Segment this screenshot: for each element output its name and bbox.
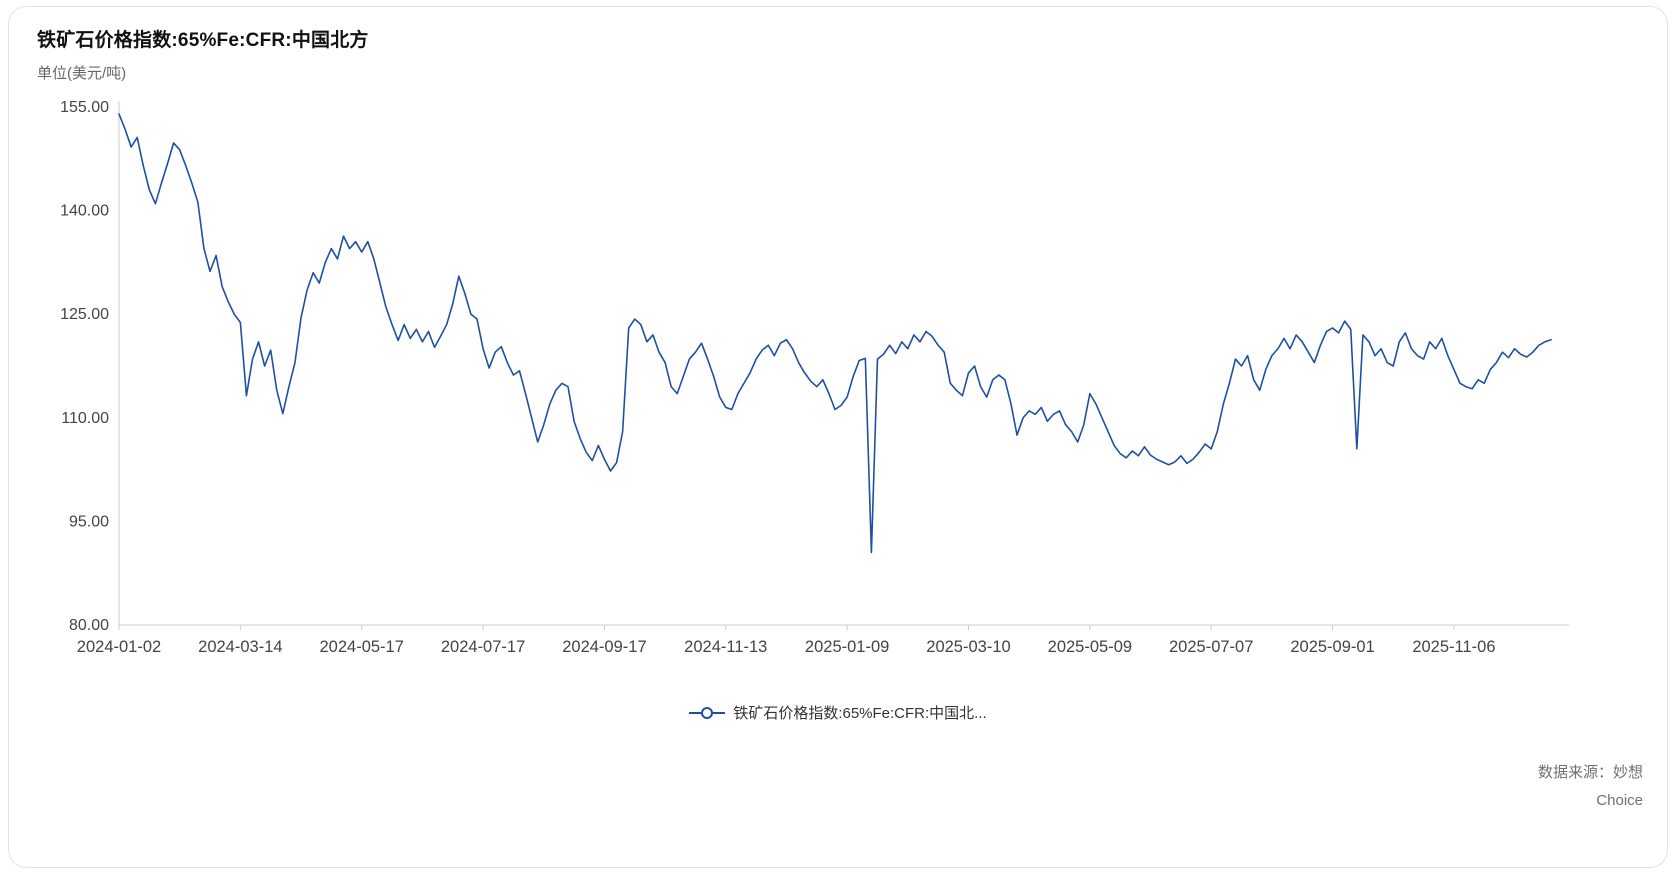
x-axis-tick-label: 2025-09-01 [1290,638,1374,656]
x-axis-tick-label: 2024-05-17 [320,638,404,656]
data-source-line2: Choice [1596,792,1643,809]
legend[interactable]: 铁矿石价格指数:65%Fe:CFR:中国北... [31,702,1645,723]
y-axis-tick-label: 80.00 [69,617,109,634]
x-axis-tick-label: 2025-07-07 [1169,638,1253,656]
y-axis-tick-label: 125.00 [60,306,109,323]
price-line-chart[interactable]: 155.00 140.00 125.00 110.00 95.00 80.00 2024-0… [31,85,1643,671]
price-series-line [118,113,1552,554]
legend-marker [689,706,726,719]
x-axis-tick-label: 2024-09-17 [562,638,646,656]
y-axis-tick-label: 110.00 [61,410,109,427]
x-axis-tick-label: 2024-11-13 [684,638,767,656]
x-axis-tick-label: 2024-03-14 [198,638,282,656]
x-axis-tick-label: 2025-03-10 [926,638,1010,656]
y-axis-tick-label: 140.00 [60,203,109,220]
chart-card: 铁矿石价格指数:65%Fe:CFR:中国北方 单位(美元/吨) 155.00 14… [8,6,1668,868]
data-source: 数据来源：妙想 Choice [1538,759,1643,815]
x-axis-tick-label: 2025-01-09 [805,638,889,656]
y-axis-tick-label: 95.00 [69,513,109,530]
y-axis-tick-label: 155.00 [60,99,109,116]
x-axis-tick-label: 2025-05-09 [1048,638,1132,656]
page-title: 铁矿石价格指数:65%Fe:CFR:中国北方 [37,30,369,51]
x-axis-tick-label: 2025-11-06 [1412,638,1495,656]
data-source-line1: 数据来源：妙想 [1537,764,1643,781]
x-axis-tick-label: 2024-01-02 [77,638,161,656]
unit-label: 单位(美元/吨) [37,65,127,82]
x-axis-tick-label: 2024-07-17 [441,638,525,656]
chart-area[interactable]: 155.00 140.00 125.00 110.00 95.00 80.00 2024-0… [31,85,1645,676]
legend-label: 铁矿石价格指数:65%Fe:CFR:中国北... [733,705,987,722]
